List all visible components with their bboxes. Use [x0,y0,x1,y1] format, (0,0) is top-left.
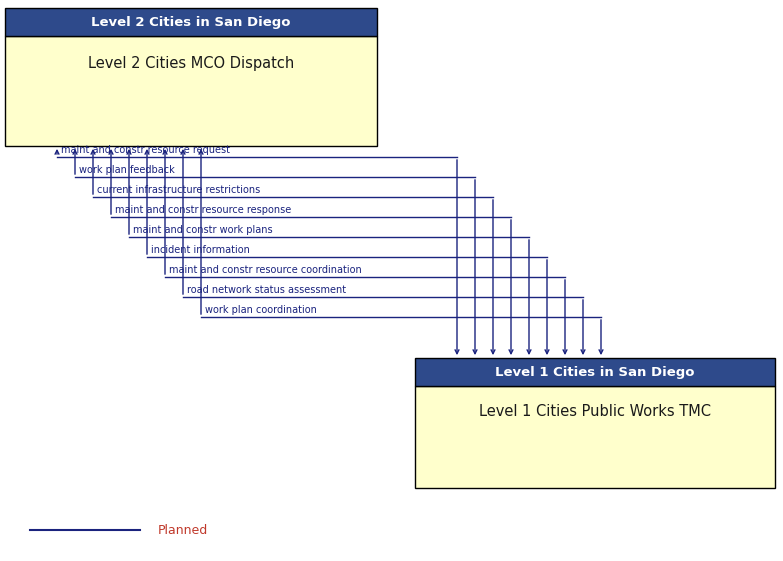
Text: maint and constr work plans: maint and constr work plans [133,225,272,235]
Text: Level 2 Cities in San Diego: Level 2 Cities in San Diego [92,16,290,29]
Text: work plan coordination: work plan coordination [205,305,317,315]
Text: incident information: incident information [151,245,250,255]
Text: work plan feedback: work plan feedback [79,165,175,175]
Bar [415,358,775,386]
Text: road network status assessment: road network status assessment [187,285,346,295]
Text: Level 1 Cities Public Works TMC: Level 1 Cities Public Works TMC [479,404,711,419]
Bar [5,8,377,36]
Text: Planned: Planned [158,523,208,536]
Text: current infrastructure restrictions: current infrastructure restrictions [97,185,260,195]
Text: maint and constr resource response: maint and constr resource response [115,205,291,215]
Text: Level 2 Cities MCO Dispatch: Level 2 Cities MCO Dispatch [88,56,294,71]
Text: maint and constr resource request: maint and constr resource request [61,145,230,155]
Bar [5,36,377,146]
Text: Level 1 Cities in San Diego: Level 1 Cities in San Diego [496,366,695,379]
Text: maint and constr resource coordination: maint and constr resource coordination [169,265,362,275]
Bar [415,386,775,488]
